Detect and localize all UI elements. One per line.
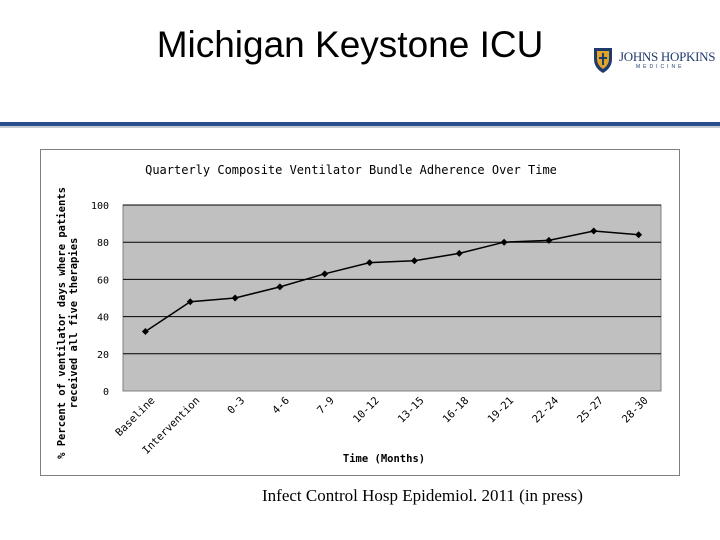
y-tick-labels: 0 20 40 60 80 100 [91, 201, 109, 398]
x-tick-label: 10-12 [351, 395, 382, 426]
slide-title: Michigan Keystone ICU [156, 24, 544, 65]
y-tick-label: 0 [103, 387, 109, 398]
y-axis-label-line-1: % Percent of ventilator days where patie… [56, 187, 68, 459]
y-tick-label: 100 [91, 201, 109, 212]
data-point [410, 257, 418, 265]
x-axis-label: Time (Months) [343, 453, 425, 465]
data-point [231, 294, 239, 302]
header-rule-shadow [0, 126, 720, 128]
gridlines [123, 204, 661, 355]
data-point [186, 298, 194, 306]
data-point [590, 227, 598, 235]
citation: Infect Control Hosp Epidemiol. 2011 (in … [262, 486, 583, 505]
data-point [366, 259, 374, 267]
series-composite-adherence [141, 227, 643, 335]
y-tick-label: 40 [97, 313, 109, 324]
x-tick-label: 19-21 [485, 395, 516, 426]
header-rule [0, 122, 720, 126]
johns-hopkins-logo: JOHNS HOPKINS MEDICINE [592, 45, 715, 75]
x-tick-label: 28-30 [620, 395, 651, 426]
x-tick-label: 22-24 [530, 395, 561, 426]
logo-subtitle: MEDICINE [636, 64, 685, 70]
x-tick-label: Baseline [113, 395, 157, 439]
data-point [635, 231, 643, 239]
data-point [141, 327, 149, 335]
x-tick-label: 16-18 [441, 395, 472, 426]
data-point [545, 236, 553, 244]
y-axis-label-line-2: received all five therapies [68, 238, 80, 409]
data-point [500, 238, 508, 246]
logo-name: JOHNS HOPKINS [619, 49, 716, 64]
data-point [455, 249, 463, 257]
x-tick-label: 7-9 [315, 395, 337, 417]
y-tick-label: 20 [97, 350, 109, 361]
x-tick-label: 13-15 [396, 395, 427, 426]
chart-title: Quarterly Composite Ventilator Bundle Ad… [145, 163, 557, 177]
x-tick-label: 25-27 [575, 395, 606, 426]
data-point [276, 283, 284, 291]
x-tick-label: 4-6 [270, 395, 292, 417]
line-chart: Quarterly Composite Ventilator Bundle Ad… [56, 163, 662, 465]
x-tick-label: 0-3 [225, 395, 247, 417]
shield-icon [594, 48, 612, 73]
plot-area [122, 204, 662, 392]
y-tick-label: 80 [97, 238, 109, 249]
y-tick-label: 60 [97, 275, 109, 286]
series-line [145, 230, 639, 333]
chart-frame: Quarterly Composite Ventilator Bundle Ad… [40, 149, 680, 476]
data-point [321, 270, 329, 278]
